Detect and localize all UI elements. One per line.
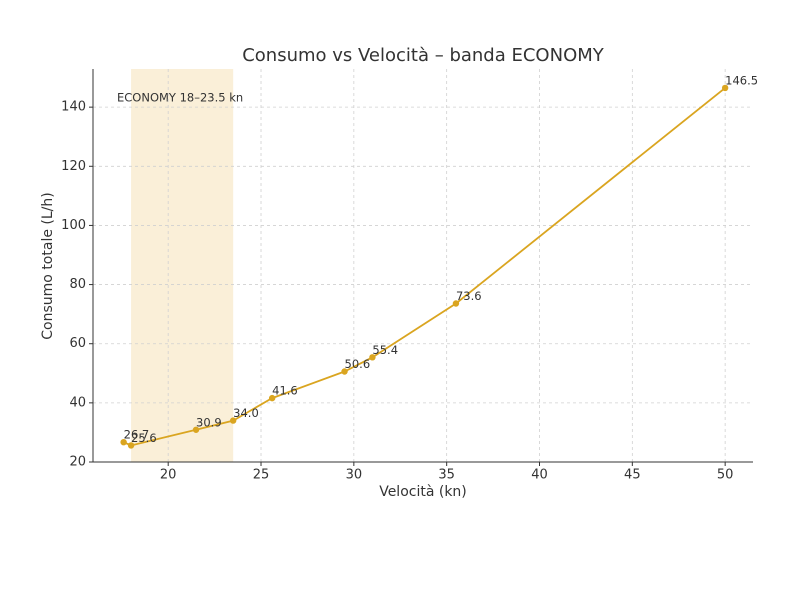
data-label: 50.6: [345, 357, 371, 371]
x-tick-label: 45: [624, 468, 641, 483]
data-label: 30.9: [196, 415, 222, 429]
data-label: 146.5: [725, 73, 758, 87]
data-label: 34.0: [233, 406, 259, 420]
chart-title: Consumo vs Velocità – banda ECONOMY: [242, 45, 605, 66]
x-tick-label: 40: [531, 468, 548, 483]
x-tick-label: 35: [438, 468, 455, 483]
data-point: [120, 438, 127, 446]
data-label: 25.6: [131, 431, 157, 445]
data-label: 73.6: [456, 289, 482, 303]
y-axis-label: Consumo totale (L/h): [40, 192, 56, 339]
data-point: [721, 84, 729, 92]
x-tick-label: 25: [253, 468, 270, 483]
data-label: 41.6: [272, 384, 298, 398]
data-point: [192, 426, 200, 433]
data-point: [341, 368, 348, 375]
y-tick-label: 20: [69, 455, 86, 470]
data-point: [268, 394, 276, 402]
y-tick-label: 120: [61, 159, 86, 174]
band-label: ECONOMY 18–23.5 kn: [117, 91, 243, 105]
data-point: [127, 442, 135, 449]
y-tick-label: 140: [61, 100, 86, 115]
x-axis-label: Velocità (kn): [379, 484, 467, 500]
y-tick-label: 100: [61, 218, 86, 233]
x-tick-label: 20: [160, 468, 177, 483]
economy-band: [131, 69, 234, 462]
x-tick-label: 50: [717, 468, 734, 483]
data-label: 26.7: [124, 428, 150, 442]
data-point: [229, 417, 237, 424]
y-tick-label: 40: [69, 395, 86, 410]
y-tick-label: 60: [69, 336, 86, 351]
x-tick-label: 30: [346, 468, 363, 483]
data-point: [452, 300, 460, 307]
data-label: 55.4: [372, 343, 398, 357]
y-tick-label: 80: [69, 277, 86, 292]
data-point: [369, 354, 376, 361]
